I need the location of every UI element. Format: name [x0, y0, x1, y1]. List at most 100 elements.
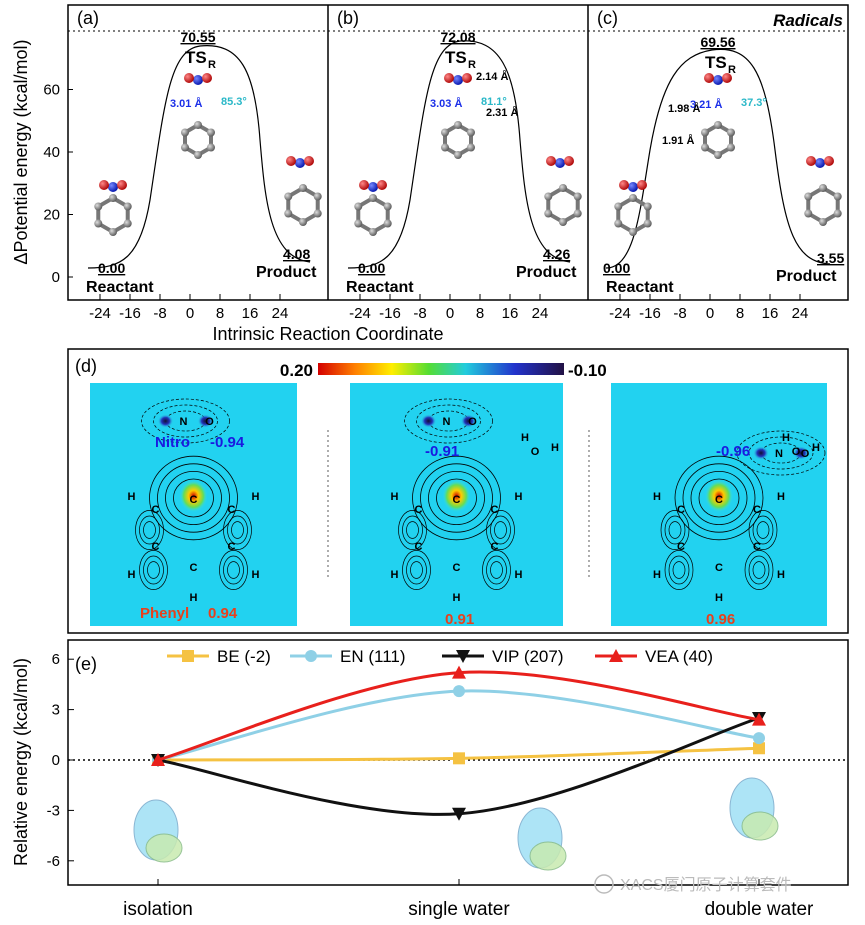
oxygen-atom — [304, 156, 314, 166]
atom-label: O — [801, 448, 810, 460]
contour-line — [748, 555, 770, 585]
carbon-atom — [354, 219, 363, 228]
contour-line — [660, 510, 690, 550]
carbon-atom — [701, 143, 710, 152]
y-tick-label: 40 — [43, 144, 60, 161]
ts-label: TS — [705, 53, 727, 72]
product-label: Product — [256, 264, 317, 281]
carbon-atom — [819, 184, 827, 192]
atom-label: N — [443, 416, 451, 428]
product-nitro — [286, 156, 314, 168]
nitrogen-atom — [628, 182, 638, 192]
data-point — [151, 753, 165, 766]
negative-density-blob — [460, 414, 477, 428]
ts-subscript: R — [728, 64, 736, 76]
series-be — [152, 742, 765, 766]
atom-label: H — [715, 592, 723, 604]
carbon-atom — [466, 143, 475, 152]
contour-line — [231, 521, 244, 539]
contour-line — [165, 470, 222, 525]
atom-label: H — [252, 569, 260, 581]
y-tick-label: 0 — [52, 269, 60, 286]
oxygen-atom — [824, 156, 834, 166]
atom-label: H — [128, 491, 136, 503]
distance-label: 3.21 Å — [690, 98, 722, 111]
legend-label: EN (111) — [340, 647, 406, 666]
reactant-energy: 0.00 — [98, 260, 125, 276]
phenyl-value: 0.96 — [706, 611, 735, 628]
oxygen-atom — [806, 156, 816, 166]
series-line — [157, 689, 760, 762]
carbon-atom — [441, 128, 450, 137]
carbon-atom — [629, 228, 637, 236]
carbon-atom — [369, 228, 377, 236]
top-energy-profiles: ΔPotential energy (kcal/mol) Intrinsic R… — [11, 4, 849, 344]
x-tick-label: 8 — [476, 305, 484, 322]
atom-label: H — [391, 569, 399, 581]
ts-molecule — [181, 121, 215, 159]
angle-label: 85.3° — [221, 96, 247, 108]
carbon-atom — [181, 143, 190, 152]
legend-label: VIP (207) — [492, 647, 564, 666]
atom-label: C — [715, 562, 723, 574]
data-point — [453, 752, 465, 765]
ts-label: TS — [185, 48, 207, 67]
ts-label: TS — [445, 48, 467, 67]
ts-energy: 72.08 — [440, 29, 475, 45]
y-tick-label: 3 — [52, 702, 60, 719]
atom-label: H — [812, 442, 820, 454]
nitrogen-atom — [193, 75, 203, 85]
atom-label: H — [521, 432, 529, 444]
carbon-atom — [804, 192, 813, 201]
ring-bond — [96, 195, 130, 235]
ring-bond — [806, 185, 840, 225]
positive-density-blob — [442, 480, 471, 512]
x-tick-label: 0 — [446, 305, 454, 322]
carbon-atom — [123, 202, 132, 211]
nitrogen-atom — [368, 182, 378, 192]
oxygen-atom — [117, 180, 127, 190]
carbon-atom — [466, 128, 475, 137]
carbon-atom — [284, 192, 293, 201]
nitro-value: -0.94 — [210, 434, 245, 451]
y-tick-label: 0 — [52, 752, 60, 769]
density-map-1: N O C C C C C C H H H H H Nitro -0.94 Phenyl 0.94 — [90, 383, 297, 626]
atom-label: O — [205, 416, 214, 428]
top-y-axis-label: ΔPotential energy (kcal/mol) — [11, 39, 31, 264]
carbon-atom — [194, 121, 202, 129]
carbon-atom — [726, 128, 735, 137]
atom-label: H — [777, 491, 785, 503]
reactant-nitro — [359, 180, 387, 192]
oxygen-atom — [377, 180, 387, 190]
carbon-atom — [573, 192, 582, 201]
data-point — [452, 665, 466, 679]
reactant-label: Reactant — [606, 279, 674, 296]
contour-line — [664, 550, 694, 590]
atom-label: C — [677, 541, 685, 553]
category-label: single water — [408, 899, 510, 920]
scale-max-label: 0.20 — [280, 361, 313, 380]
atom-label: N — [775, 448, 783, 460]
carbon-atom — [726, 143, 735, 152]
panel-e-letter: (e) — [75, 654, 97, 674]
carbon-atom — [206, 143, 215, 152]
negative-density-blob — [157, 414, 174, 428]
atom-label: N — [180, 416, 188, 428]
ts-nitro — [704, 73, 732, 85]
carbon-atom — [94, 202, 103, 211]
contour-line — [223, 555, 244, 585]
distance-label-3: 2.31 Å — [486, 106, 518, 119]
contour-line — [682, 463, 756, 533]
atom-label: H — [453, 592, 461, 604]
top-y-ticks: 0 20 40 60 — [43, 82, 73, 286]
angle-label: 81.1° — [481, 96, 507, 108]
nitrogen-atom — [453, 75, 463, 85]
contour-line — [402, 515, 423, 545]
category-label: double water — [705, 899, 814, 920]
reactant-label: Reactant — [86, 279, 154, 296]
product-label: Product — [776, 268, 837, 285]
oxygen-atom — [619, 180, 629, 190]
atom-label: C — [415, 541, 423, 553]
